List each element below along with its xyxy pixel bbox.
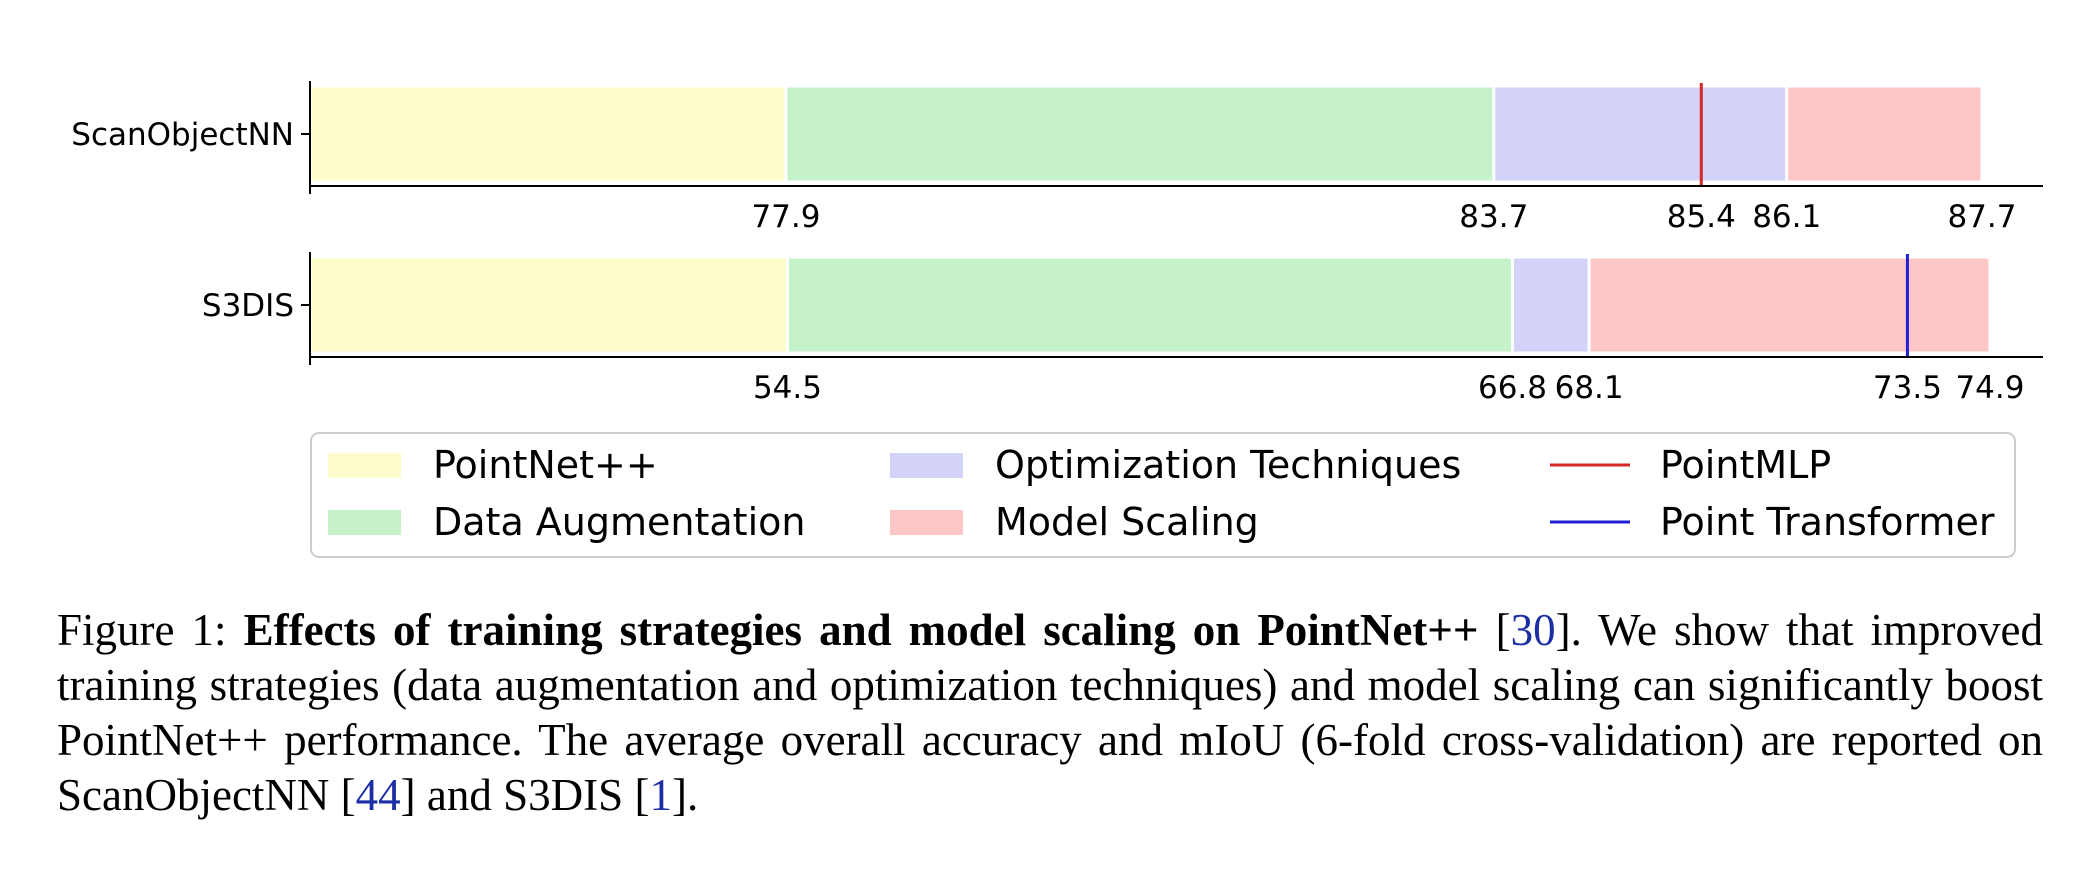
stacked-bar-chart: ScanObjectNN 77.9 83.7 85.4 86.1 87.7 S3DIS 54.… — [71, 81, 2043, 558]
tick-label: 87.7 — [1947, 199, 2016, 235]
citation-link[interactable]: 1 — [649, 770, 672, 820]
citation-link[interactable]: 30 — [1510, 605, 1556, 655]
legend-swatch-pointnet — [328, 453, 401, 478]
tick-label: 86.1 — [1752, 199, 1821, 235]
caption-prefix: Figure 1: — [57, 605, 244, 655]
caption-body: and S3DIS — [415, 770, 635, 820]
bar-segment-optimization-techniques — [1510, 255, 1591, 355]
caption-end: . — [686, 770, 699, 820]
bar-segment-data-augmentation — [785, 255, 1514, 355]
tick-label: 66.8 — [1478, 370, 1547, 406]
bar-segment-model-scaling — [1785, 84, 1984, 184]
tick-label: 74.9 — [1955, 370, 2024, 406]
legend-label: PointMLP — [1660, 443, 1831, 487]
bar-segment-optimization-techniques — [1492, 84, 1789, 184]
bar-segment-pointnet — [308, 84, 788, 184]
tick-label: 54.5 — [753, 370, 822, 406]
legend-label: Model Scaling — [995, 500, 1259, 544]
legend-swatch-optimization-techniques — [890, 453, 963, 478]
legend-swatch-model-scaling — [890, 510, 963, 535]
legend-label: Data Augmentation — [433, 500, 805, 544]
tick-label: 73.5 — [1873, 370, 1942, 406]
bar-segment-model-scaling — [1587, 255, 1992, 355]
legend-swatch-data-augmentation — [328, 510, 401, 535]
tick-label: 83.7 — [1459, 199, 1528, 235]
row-label: S3DIS — [202, 288, 294, 324]
row-label: ScanObjectNN — [71, 117, 294, 153]
legend-label: Optimization Techniques — [995, 443, 1461, 487]
tick-label: 85.4 — [1667, 199, 1736, 235]
citation-link[interactable]: 44 — [355, 770, 401, 820]
figure-caption: Figure 1: Effects of training strategies… — [57, 605, 2043, 820]
tick-label: 77.9 — [751, 199, 820, 235]
caption-body: We show that improved training strategie… — [57, 605, 2043, 820]
caption-bold-title: Effects of training strategies and model… — [243, 605, 1479, 655]
bar-segment-pointnet — [308, 255, 789, 355]
legend-label: PointNet++ — [433, 443, 658, 487]
bar-segment-data-augmentation — [784, 84, 1496, 184]
legend-label: Point Transformer — [1660, 500, 1995, 544]
tick-label: 68.1 — [1555, 370, 1624, 406]
